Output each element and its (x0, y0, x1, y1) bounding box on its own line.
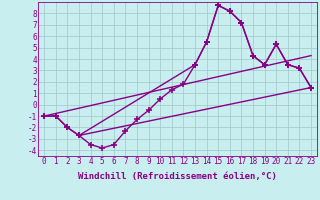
X-axis label: Windchill (Refroidissement éolien,°C): Windchill (Refroidissement éolien,°C) (78, 172, 277, 181)
